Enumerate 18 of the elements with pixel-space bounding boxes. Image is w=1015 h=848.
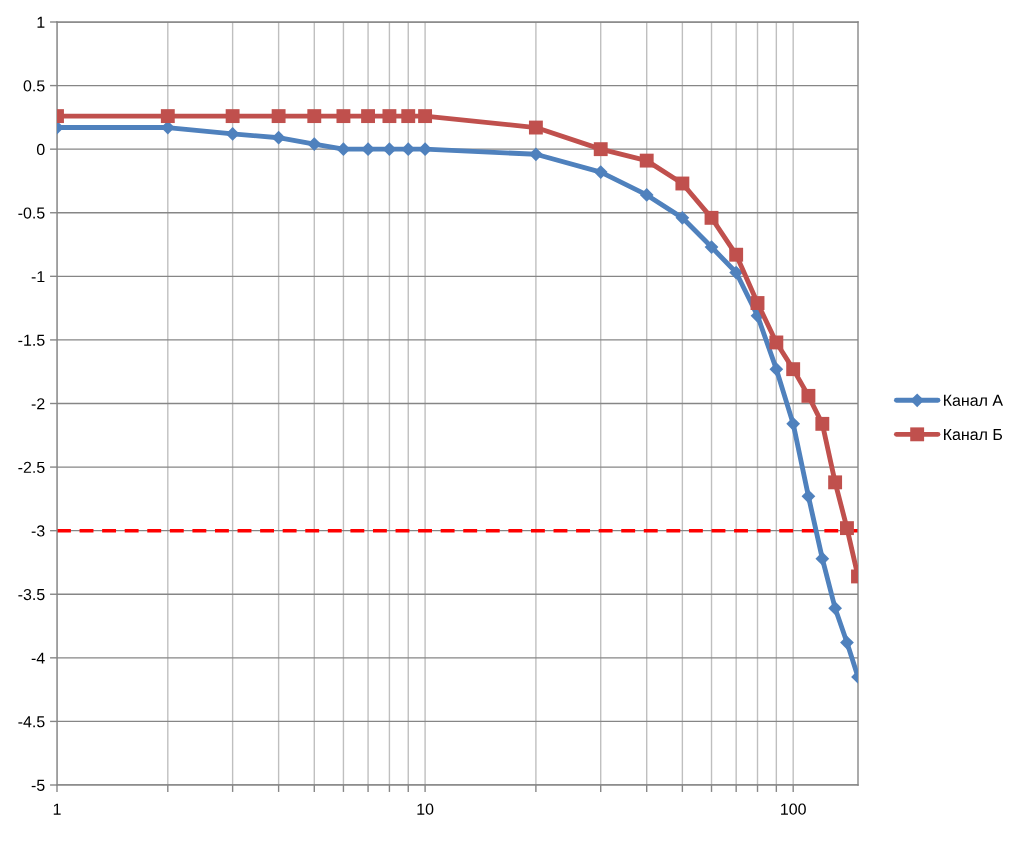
y-tick-label: -4.5 xyxy=(18,716,45,728)
y-tick-label: -5 xyxy=(31,779,45,791)
y-tick-label: 0 xyxy=(36,143,45,156)
y-tick-label: 1 xyxy=(37,16,45,28)
y-tick-label: -0.5 xyxy=(18,207,45,219)
y-tick-label: 0.5 xyxy=(23,80,45,92)
x-tick-label: 100 xyxy=(781,803,806,815)
y-tick-label: -1 xyxy=(31,271,45,283)
y-tick-label: -4 xyxy=(31,652,45,664)
y-tick-label: -2.5 xyxy=(18,461,45,474)
x-tick-label: 1 xyxy=(53,803,61,815)
x-tick-label: 10 xyxy=(417,803,434,815)
y-tick-label: -3 xyxy=(31,525,45,537)
y-tick-label: -1.5 xyxy=(18,334,45,346)
y-tick-label: -3.5 xyxy=(18,588,45,601)
legend-label: Канал А xyxy=(944,394,1003,407)
y-tick-label: -2 xyxy=(31,398,45,410)
legend-label: Канал Б xyxy=(944,428,1003,441)
